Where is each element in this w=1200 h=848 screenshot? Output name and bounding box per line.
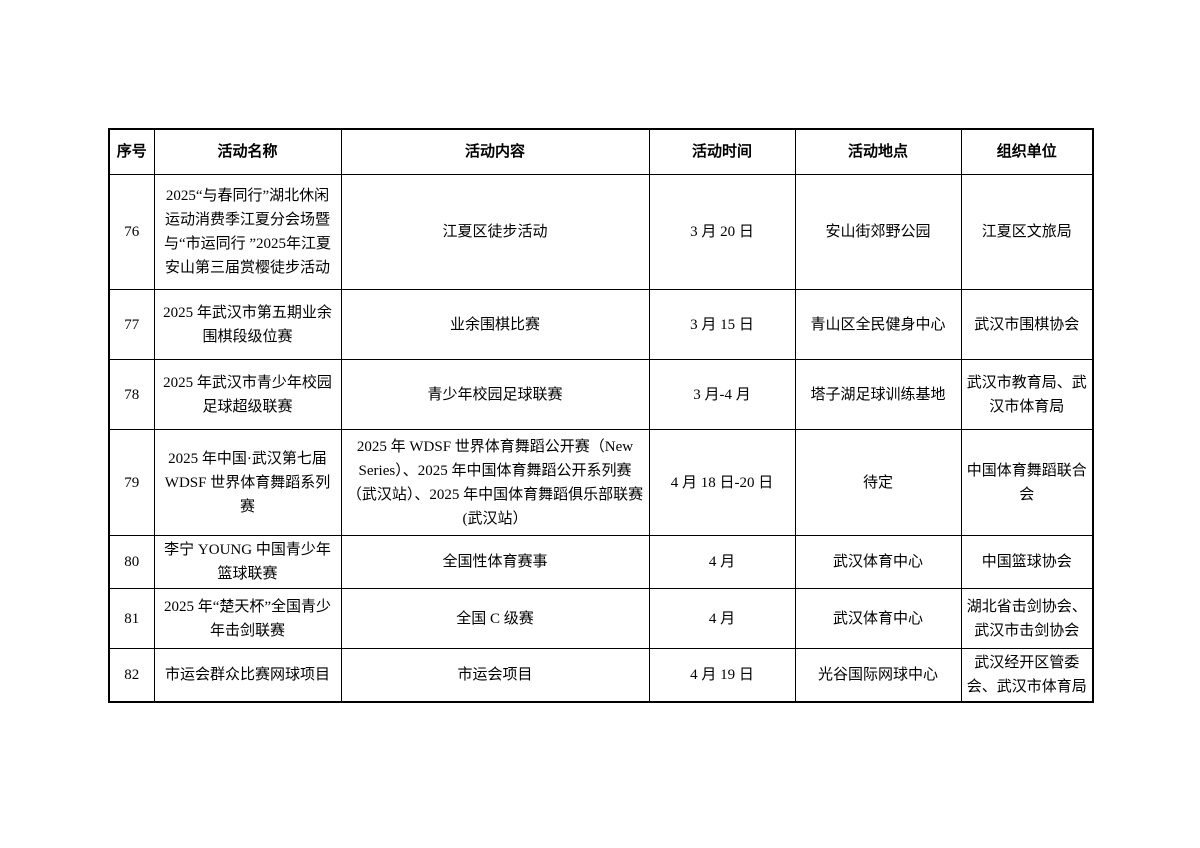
table-body: 76 2025“与春同行”湖北休闲运动消费季江夏分会场暨与“市运同行 ”2025年… xyxy=(108,174,1094,703)
events-table: 序号 活动名称 活动内容 活动时间 活动地点 组织单位 76 2025“与春同行”… xyxy=(108,128,1094,703)
cell-content: 市运会项目 xyxy=(340,648,650,703)
cell-time: 3 月-4 月 xyxy=(648,359,796,430)
cell-location: 安山街郊野公园 xyxy=(794,174,962,290)
table-row: 78 2025 年武汉市青少年校园足球超级联赛 青少年校园足球联赛 3 月-4 月塔子… xyxy=(108,359,1094,430)
cell-no: 80 xyxy=(108,535,155,589)
cell-name: 2025 年中国·武汉第七届 WDSF 世界体育舞蹈系列赛 xyxy=(153,429,342,536)
cell-name: 2025“与春同行”湖北休闲运动消费季江夏分会场暨与“市运同行 ”2025年江夏… xyxy=(153,174,342,290)
cell-name: 市运会群众比赛网球项目 xyxy=(153,648,342,703)
cell-location: 武汉体育中心 xyxy=(794,535,962,589)
cell-organizer: 湖北省击剑协会、武汉市击剑协会 xyxy=(960,588,1094,649)
cell-name: 李宁 YOUNG 中国青少年篮球联赛 xyxy=(153,535,342,589)
cell-name: 2025 年武汉市第五期业余围棋段级位赛 xyxy=(153,289,342,360)
table-row: 81 2025 年“楚天杯”全国青少年击剑联赛 全国 C 级赛 4 月武汉体育中心 湖北… xyxy=(108,588,1094,649)
cell-content: 青少年校园足球联赛 xyxy=(340,359,650,430)
cell-no: 79 xyxy=(108,429,155,536)
header-name: 活动名称 xyxy=(153,128,342,175)
cell-location: 光谷国际网球中心 xyxy=(794,648,962,703)
cell-content: 全国 C 级赛 xyxy=(340,588,650,649)
cell-no: 78 xyxy=(108,359,155,430)
cell-time: 3 月 20 日 xyxy=(648,174,796,290)
cell-location: 青山区全民健身中心 xyxy=(794,289,962,360)
header-location: 活动地点 xyxy=(794,128,962,175)
cell-content: 2025 年 WDSF 世界体育舞蹈公开赛（New Series）、2025 年… xyxy=(340,429,650,536)
cell-content: 业余围棋比赛 xyxy=(340,289,650,360)
table-header: 序号 活动名称 活动内容 活动时间 活动地点 组织单位 xyxy=(108,128,1094,175)
cell-organizer: 中国篮球协会 xyxy=(960,535,1094,589)
cell-location: 待定 xyxy=(794,429,962,536)
cell-organizer: 武汉市围棋协会 xyxy=(960,289,1094,360)
cell-content: 全国性体育赛事 xyxy=(340,535,650,589)
cell-time: 4 月 xyxy=(648,588,796,649)
table-row: 82 市运会群众比赛网球项目 市运会项目 4 月 19 日光谷国际网球中心 武汉经开区管… xyxy=(108,648,1094,703)
cell-organizer: 中国体育舞蹈联合会 xyxy=(960,429,1094,536)
table-row: 79 2025 年中国·武汉第七届 WDSF 世界体育舞蹈系列赛 2025 年 WD… xyxy=(108,429,1094,536)
cell-name: 2025 年武汉市青少年校园足球超级联赛 xyxy=(153,359,342,430)
header-content: 活动内容 xyxy=(340,128,650,175)
cell-organizer: 江夏区文旅局 xyxy=(960,174,1094,290)
cell-location: 武汉体育中心 xyxy=(794,588,962,649)
cell-time: 4 月 19 日 xyxy=(648,648,796,703)
header-time: 活动时间 xyxy=(648,128,796,175)
cell-time: 4 月 xyxy=(648,535,796,589)
cell-no: 76 xyxy=(108,174,155,290)
cell-location: 塔子湖足球训练基地 xyxy=(794,359,962,430)
header-row: 序号 活动名称 活动内容 活动时间 活动地点 组织单位 xyxy=(108,128,1094,175)
cell-no: 82 xyxy=(108,648,155,703)
cell-organizer: 武汉经开区管委会、武汉市体育局 xyxy=(960,648,1094,703)
table-row: 80 李宁 YOUNG 中国青少年篮球联赛 全国性体育赛事 4 月武汉体育中心 中国篮球… xyxy=(108,535,1094,589)
cell-name: 2025 年“楚天杯”全国青少年击剑联赛 xyxy=(153,588,342,649)
header-no: 序号 xyxy=(108,128,155,175)
cell-content: 江夏区徒步活动 xyxy=(340,174,650,290)
cell-organizer: 武汉市教育局、武汉市体育局 xyxy=(960,359,1094,430)
cell-time: 3 月 15 日 xyxy=(648,289,796,360)
header-organizer: 组织单位 xyxy=(960,128,1094,175)
cell-no: 77 xyxy=(108,289,155,360)
table-row: 77 2025 年武汉市第五期业余围棋段级位赛 业余围棋比赛 3 月 15 日青山区全… xyxy=(108,289,1094,360)
cell-time: 4 月 18 日-20 日 xyxy=(648,429,796,536)
cell-no: 81 xyxy=(108,588,155,649)
table-row: 76 2025“与春同行”湖北休闲运动消费季江夏分会场暨与“市运同行 ”2025年… xyxy=(108,174,1094,290)
